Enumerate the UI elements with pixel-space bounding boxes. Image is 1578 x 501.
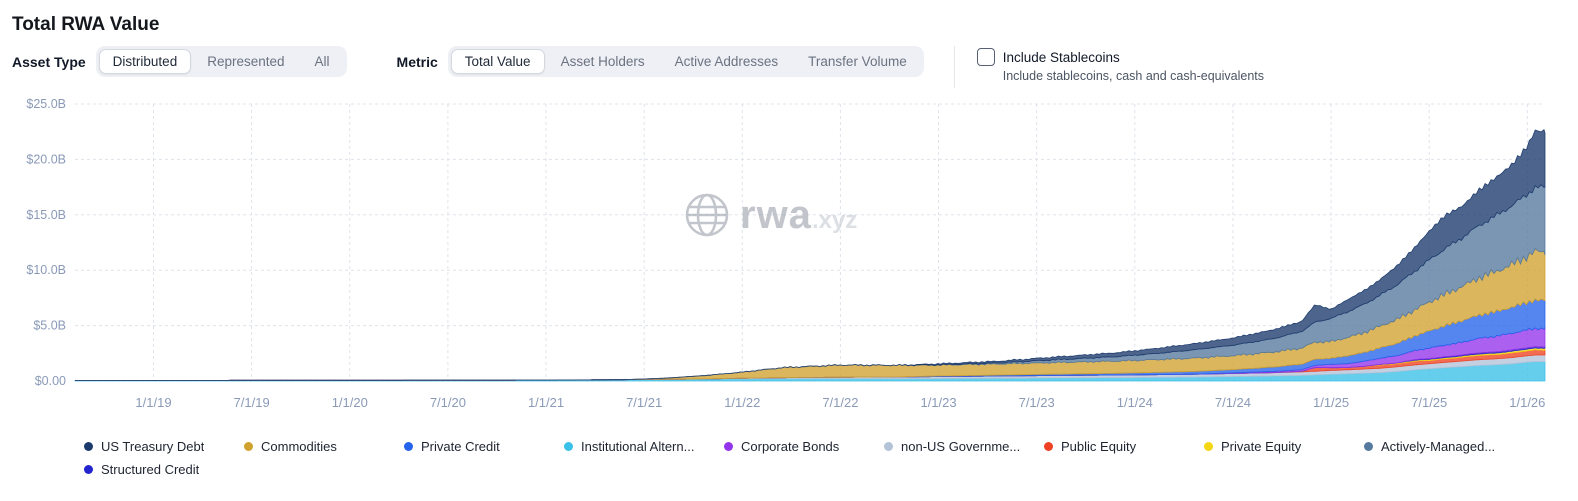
asset-type-group: Asset Type Distributed Represented All [12,46,347,77]
legend-dot-commodities [244,441,253,451]
x-tick-label: 1/1/21 [528,395,564,410]
metric-option-total-value[interactable]: Total Value [450,49,545,74]
include-stablecoins-description: Include stablecoins, cash and cash-equiv… [1002,69,1264,83]
legend-dot-corporate-bonds [724,441,733,451]
legend-dot-public-equity [1044,441,1053,451]
x-tick-label: 1/1/24 [1117,395,1153,410]
asset-type-option-distributed[interactable]: Distributed [98,49,192,74]
chart-legend: US Treasury Debt Commodities Private Credi… [84,436,1554,479]
x-tick-label: 7/1/20 [430,395,466,410]
legend-dot-structured-credit [84,464,93,474]
series-area-us-treasury-debt [75,129,1546,381]
legend-label-private-equity: Private Equity [1221,438,1302,454]
y-tick-label: $0.00 [35,374,66,388]
x-tick-label: 7/1/22 [822,395,858,410]
x-tick-label: 7/1/21 [626,395,662,410]
metric-option-transfer-volume[interactable]: Transfer Volume [794,49,921,74]
y-tick-label: $25.0B [26,97,66,111]
x-tick-label: 1/1/26 [1509,395,1545,410]
y-tick-label: $20.0B [26,152,66,166]
legend-dot-institutional-altern [564,441,573,451]
legend-item-actively-managed[interactable]: Actively-Managed... [1364,436,1524,456]
x-tick-label: 1/1/22 [724,395,760,410]
include-stablecoins-checkbox[interactable] [976,48,995,66]
stablecoins-block: Include Stablecoins Include stablecoins,… [976,48,1264,83]
metric-option-active-addresses[interactable]: Active Addresses [661,49,793,74]
chart-area: $0.00 $5.0B $10.0B $15.0B $20.0B $25.0B 1/1/19… [0,92,1578,428]
metric-option-asset-holders[interactable]: Asset Holders [547,49,659,74]
legend-dot-private-credit [404,441,413,451]
legend-label-corporate-bonds: Corporate Bonds [741,438,840,454]
asset-type-option-represented[interactable]: Represented [193,49,298,74]
metric-group: Metric Total Value Asset Holders Active Ad… [397,46,924,77]
legend-item-institutional-altern[interactable]: Institutional Altern... [564,436,724,456]
x-tick-label: 1/1/20 [332,395,368,410]
legend-label-institutional-altern: Institutional Altern... [581,438,695,454]
x-tick-label: 1/1/23 [920,395,956,410]
y-tick-label: $10.0B [26,263,66,277]
controls-divider [953,46,955,88]
legend-label-commodities: Commodities [261,438,337,454]
controls-row: Asset Type Distributed Represented All Met… [12,46,1566,88]
metric-label: Metric [396,53,438,70]
asset-type-label: Asset Type [12,53,86,70]
metric-segmented-control: Total Value Asset Holders Active Addresses… [447,46,924,77]
legend-label-private-credit: Private Credit [421,438,500,454]
rwa-value-stacked-area-chart: $0.00 $5.0B $10.0B $15.0B $20.0B $25.0B 1/1/19… [26,97,1546,410]
legend-label-actively-managed: Actively-Managed... [1381,438,1496,454]
legend-label-public-equity: Public Equity [1061,438,1137,454]
legend-item-non-us-governme[interactable]: non-US Governme... [884,436,1044,456]
include-stablecoins-label: Include Stablecoins [1002,49,1120,65]
legend-item-private-credit[interactable]: Private Credit [404,436,564,456]
x-tick-label: 7/1/25 [1411,395,1447,410]
x-tick-label: 7/1/24 [1215,395,1251,410]
legend-item-commodities[interactable]: Commodities [244,436,404,456]
legend-dot-private-equity [1204,441,1213,451]
x-tick-label: 1/1/19 [135,395,171,410]
legend-label-us-treasury-debt: US Treasury Debt [101,438,205,454]
legend-item-public-equity[interactable]: Public Equity [1044,436,1204,456]
legend-item-structured-credit[interactable]: Structured Credit [84,459,244,479]
y-tick-label: $15.0B [26,208,66,222]
page-title: Total RWA Value [12,14,160,35]
y-tick-label: $5.0B [33,319,66,333]
legend-label-non-us-governme: non-US Governme... [901,438,1021,454]
legend-item-us-treasury-debt[interactable]: US Treasury Debt [84,436,244,456]
asset-type-option-all[interactable]: All [301,49,344,74]
legend-dot-us-treasury-debt [84,441,93,451]
x-tick-label: 7/1/19 [234,395,270,410]
asset-type-segmented-control: Distributed Represented All [95,46,347,77]
legend-dot-non-us-governme [884,441,893,451]
legend-dot-actively-managed [1364,441,1373,451]
legend-item-private-equity[interactable]: Private Equity [1204,436,1364,456]
legend-item-corporate-bonds[interactable]: Corporate Bonds [724,436,884,456]
x-tick-label: 7/1/23 [1019,395,1055,410]
legend-label-structured-credit: Structured Credit [101,461,200,477]
x-tick-label: 1/1/25 [1313,395,1349,410]
